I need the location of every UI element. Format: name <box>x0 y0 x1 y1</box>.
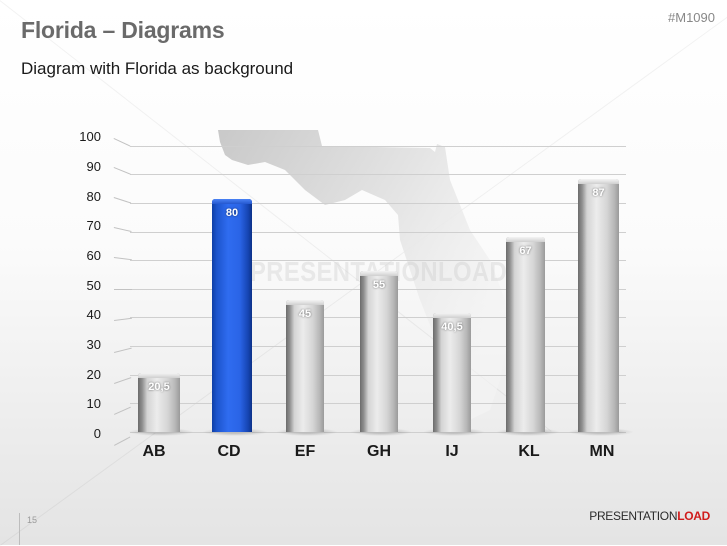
gridline-90 <box>130 174 626 175</box>
y-tick-label: 60 <box>86 248 101 263</box>
y-tick-label: 90 <box>86 159 101 174</box>
bar-shadow <box>276 428 338 436</box>
brand-text-presentation: PRESENTATION <box>589 509 678 523</box>
x-tick-label: EF <box>294 443 316 460</box>
bar-shadow <box>350 428 412 436</box>
y-tick-label: 10 <box>86 396 101 411</box>
page-number: 15 <box>27 515 38 525</box>
gridline-60 <box>130 260 626 261</box>
y-tick-label: 20 <box>86 367 101 382</box>
bar-value-label: 87 <box>592 187 605 199</box>
bar-EF: 45 <box>286 300 324 432</box>
bar-value-label: 45 <box>298 308 312 320</box>
bar-value-label: 55 <box>372 279 386 291</box>
x-tick-label: KL <box>518 443 540 460</box>
brand-text-load: LOAD <box>677 509 710 523</box>
bar-value-label: 80 <box>225 207 239 219</box>
bar-shadow <box>202 428 268 436</box>
y-tick-label: 0 <box>93 426 101 441</box>
florida-map-background <box>218 130 508 420</box>
gridline-100 <box>130 146 626 147</box>
x-tick-label: AB <box>142 443 166 460</box>
bar-KL: 67 <box>506 237 545 432</box>
bar-AB: 20,5 <box>138 373 180 432</box>
bar-shadow <box>568 428 634 436</box>
bar-value-label: 67 <box>519 245 532 257</box>
y-tick-label: 80 <box>86 189 101 204</box>
bar-chart: PRESENTATIONLOAD 100 90 80 70 60 50 40 3… <box>79 129 634 460</box>
y-tick-label: 50 <box>86 278 101 293</box>
bar-CD: 80 <box>212 199 252 432</box>
bar-shadow <box>128 428 194 436</box>
page-title: Florida – Diagrams <box>21 17 225 43</box>
brand-logo: PRESENTATIONLOAD <box>589 509 710 523</box>
x-tick-label: GH <box>367 443 391 460</box>
bar-shadow <box>496 428 560 436</box>
bar-IJ: 40,5 <box>433 313 471 432</box>
page-subtitle: Diagram with Florida as background <box>21 59 294 78</box>
axis-stub <box>114 289 132 290</box>
slide-code: #M1090 <box>668 10 715 25</box>
bar-value-label: 20,5 <box>148 381 170 393</box>
bar-value-label: 40,5 <box>441 321 463 333</box>
y-tick-label: 30 <box>86 337 101 352</box>
x-tick-label: IJ <box>445 443 459 460</box>
bar-MN: 87 <box>578 179 619 432</box>
x-tick-label: CD <box>217 443 241 460</box>
gridline-0 <box>130 432 626 433</box>
gridline-70 <box>130 232 626 233</box>
y-tick-label: 40 <box>86 307 101 322</box>
y-tick-label: 70 <box>86 218 101 233</box>
gridline-80 <box>130 203 626 204</box>
y-tick-label: 100 <box>79 129 101 144</box>
x-tick-label: MN <box>589 443 615 460</box>
bar-GH: 55 <box>360 271 398 432</box>
bar-shadow <box>423 428 485 436</box>
footer-divider <box>19 513 20 545</box>
